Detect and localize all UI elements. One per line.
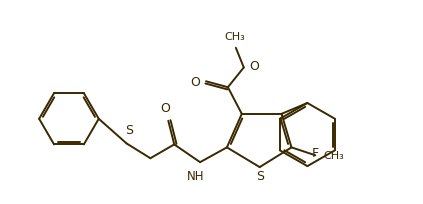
Text: O: O — [190, 75, 200, 88]
Text: NH: NH — [187, 169, 205, 182]
Text: CH₃: CH₃ — [323, 151, 344, 161]
Text: O: O — [249, 60, 258, 73]
Text: F: F — [311, 146, 319, 159]
Text: S: S — [126, 123, 134, 136]
Text: O: O — [160, 101, 170, 114]
Text: S: S — [255, 170, 264, 183]
Text: CH₃: CH₃ — [225, 32, 245, 42]
